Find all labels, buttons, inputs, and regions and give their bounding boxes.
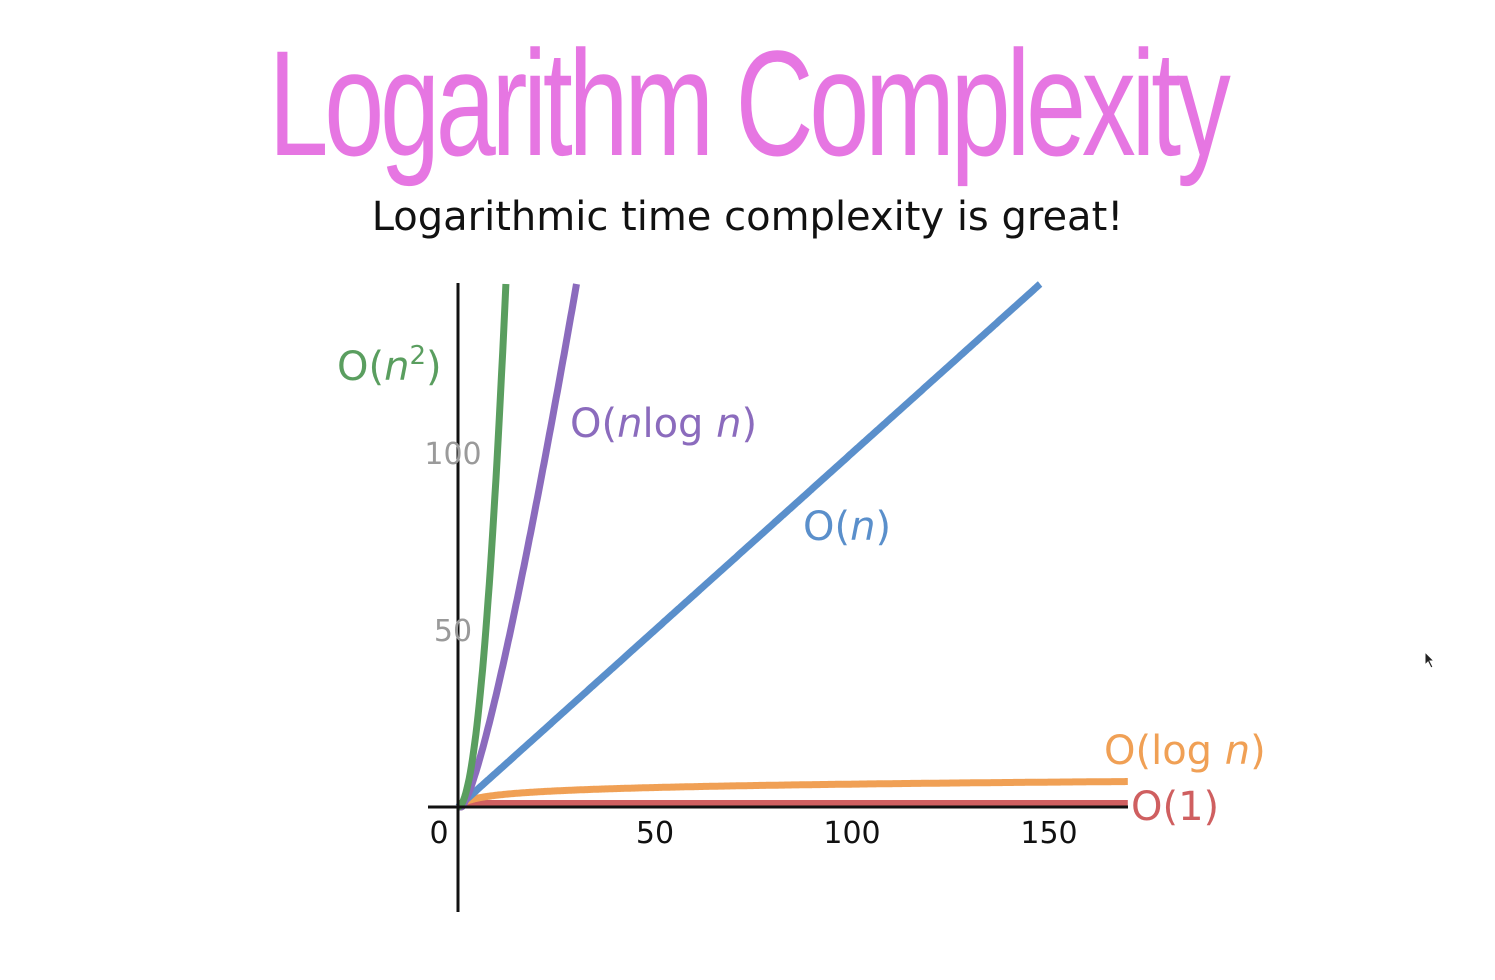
x-tick-label: 150 — [1020, 816, 1077, 851]
mouse-cursor-icon — [1424, 651, 1436, 669]
axes — [428, 283, 1128, 912]
page-subtitle: Logarithmic time complexity is great! — [371, 194, 1124, 240]
y-tick-label: 100 — [424, 437, 481, 472]
series-label-4: O(1) — [1131, 784, 1219, 830]
series-line-0 — [455, 283, 510, 811]
series-label-0: O(n2) — [337, 341, 442, 390]
series-line-3 — [455, 778, 1131, 811]
tick-labels: 0 50 100 150 50 100 — [424, 437, 1077, 851]
y-tick-label: 50 — [434, 614, 472, 649]
series-line-2 — [455, 280, 1044, 810]
series-labels: O(n2) O(nlog n) O(n) O(log n) O(1) — [337, 341, 1266, 830]
curves — [455, 280, 1131, 811]
x-tick-label: 50 — [636, 816, 674, 851]
series-label-2: O(n) — [803, 504, 891, 550]
series-label-1: O(nlog n) — [570, 401, 757, 447]
x-tick-label: 100 — [823, 816, 880, 851]
page-title: Logarithm Complexity — [268, 19, 1230, 187]
series-label-3: O(log n) — [1104, 728, 1266, 774]
x-tick-label: 0 — [429, 816, 448, 851]
series-line-1 — [455, 281, 580, 811]
